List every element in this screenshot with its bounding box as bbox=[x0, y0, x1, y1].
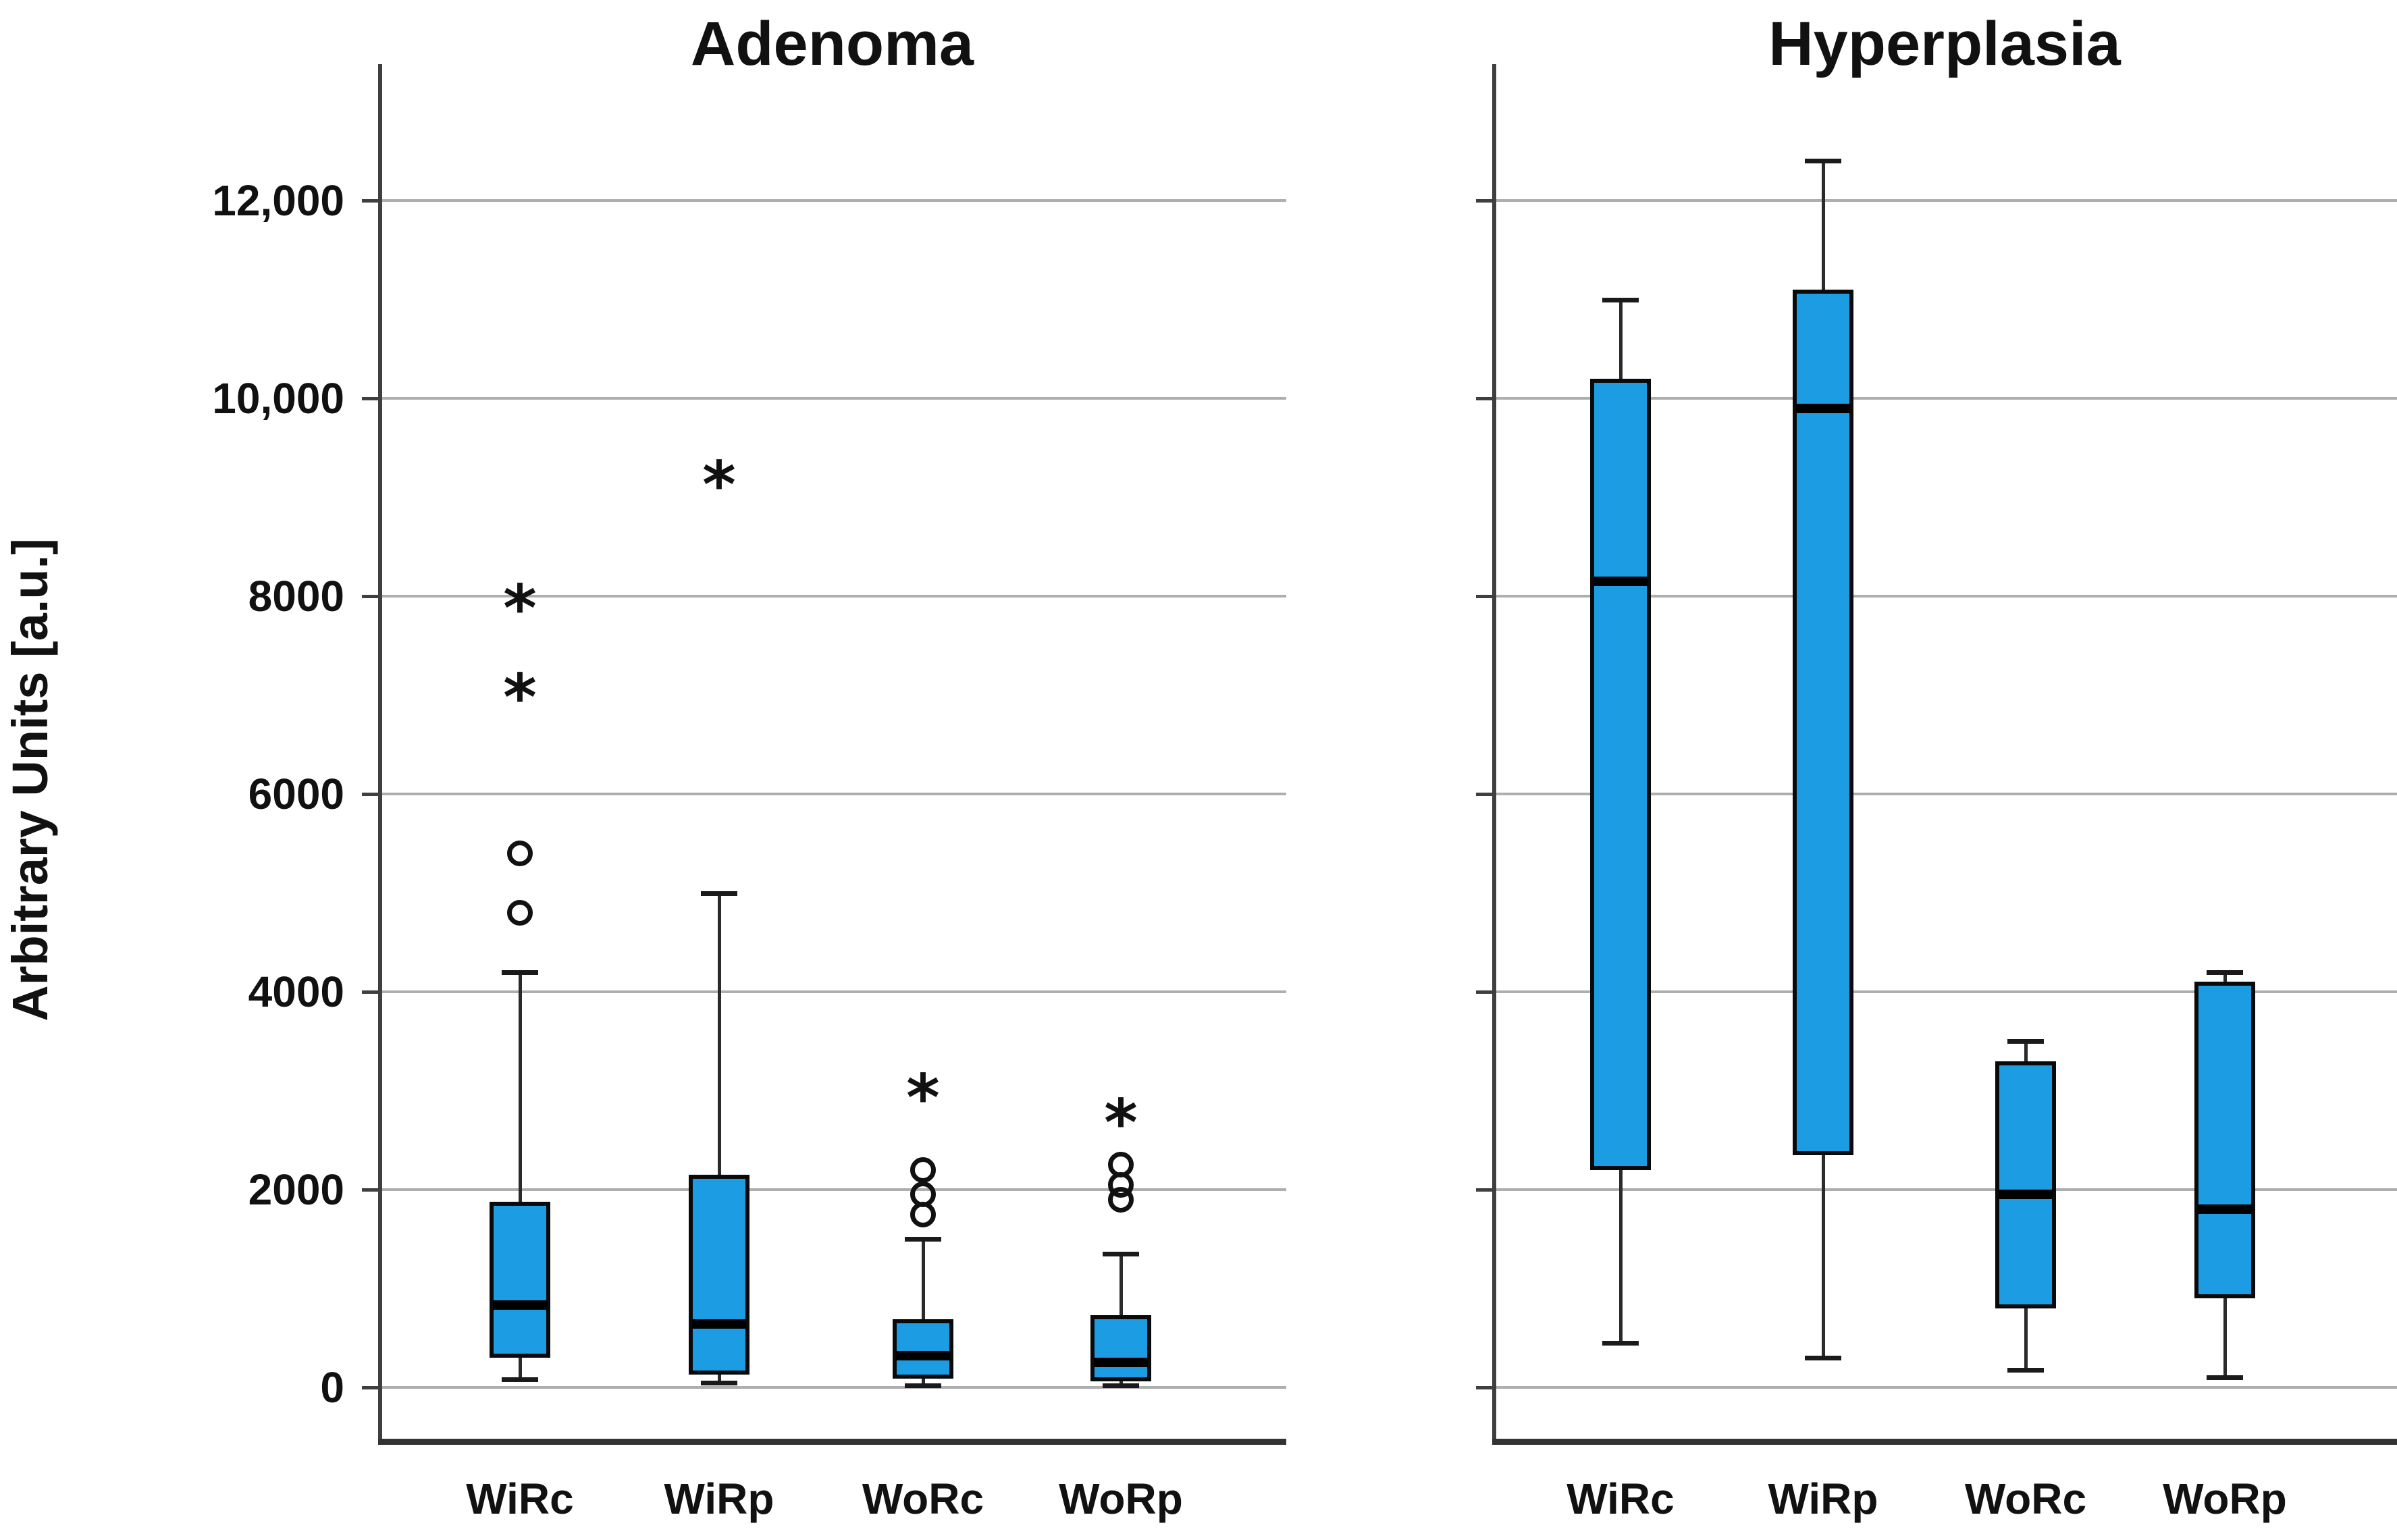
box-hyperplasia-wirc bbox=[1590, 379, 1651, 1170]
x-tick-label-hyperplasia-wirp: WiRp bbox=[1768, 1475, 1878, 1523]
y-axis-line-0 bbox=[378, 64, 382, 1441]
y-tick-mark-0-10000 bbox=[362, 397, 378, 400]
x-tick-label-adenoma-worc: WoRc bbox=[862, 1475, 984, 1523]
gridline-2000 bbox=[378, 1188, 1286, 1191]
x-axis-line-1 bbox=[1492, 1439, 2397, 1445]
gridline-4000 bbox=[1492, 990, 2397, 993]
gridline-2000 bbox=[1492, 1188, 2397, 1191]
gridline-0 bbox=[1492, 1386, 2397, 1389]
y-axis-line-1 bbox=[1492, 64, 1496, 1441]
whisker-cap-high-hyperplasia-wirp bbox=[1805, 159, 1841, 163]
whisker-cap-low-hyperplasia-worc bbox=[2007, 1368, 2044, 1373]
y-axis-label: Arbitrary Units [a.u.] bbox=[2, 538, 58, 1021]
panel-title-hyperplasia: Hyperplasia bbox=[1768, 9, 2121, 78]
y-tick-mark-0-2000 bbox=[362, 1188, 378, 1192]
y-tick-label-10000: 10,000 bbox=[212, 374, 344, 423]
y-tick-mark-1-4000 bbox=[1476, 990, 1492, 994]
panel-title-adenoma: Adenoma bbox=[690, 9, 974, 78]
whisker-cap-high-adenoma-wirc bbox=[502, 970, 538, 975]
y-tick-mark-0-4000 bbox=[362, 990, 378, 994]
median-line-adenoma-wirc bbox=[493, 1300, 547, 1310]
gridline-10000 bbox=[378, 397, 1286, 400]
median-line-adenoma-worc bbox=[896, 1351, 950, 1360]
box-adenoma-wirp bbox=[689, 1175, 749, 1375]
whisker-cap-low-adenoma-worc bbox=[905, 1383, 941, 1388]
gridline-8000 bbox=[1492, 595, 2397, 598]
median-line-hyperplasia-wirc bbox=[1593, 577, 1648, 586]
gridline-0 bbox=[378, 1386, 1286, 1389]
extreme-asterisk-icon-adenoma-wirc-1: * bbox=[503, 571, 537, 646]
x-tick-label-hyperplasia-wirc: WiRc bbox=[1566, 1475, 1675, 1523]
extreme-asterisk-icon-adenoma-worp-0: * bbox=[1104, 1086, 1138, 1161]
median-line-hyperplasia-worc bbox=[1999, 1190, 2053, 1199]
median-line-hyperplasia-wirp bbox=[1796, 404, 1850, 413]
whisker-cap-low-hyperplasia-wirc bbox=[1602, 1341, 1639, 1346]
x-tick-label-hyperplasia-worc: WoRc bbox=[1964, 1475, 2087, 1523]
whisker-cap-high-hyperplasia-worc bbox=[2007, 1039, 2044, 1044]
whisker-cap-high-hyperplasia-wirc bbox=[1602, 298, 1639, 302]
y-tick-mark-1-12000 bbox=[1476, 199, 1492, 203]
whisker-cap-high-hyperplasia-worp bbox=[2207, 970, 2243, 975]
box-hyperplasia-worc bbox=[1995, 1061, 2056, 1308]
extreme-asterisk-icon-adenoma-wirp-0: * bbox=[702, 448, 736, 523]
median-line-adenoma-worp bbox=[1094, 1358, 1148, 1367]
y-tick-mark-1-8000 bbox=[1476, 595, 1492, 598]
y-tick-label-0: 0 bbox=[320, 1363, 344, 1412]
box-adenoma-worc bbox=[893, 1319, 953, 1379]
gridline-10000 bbox=[1492, 397, 2397, 400]
y-tick-mark-0-6000 bbox=[362, 793, 378, 796]
y-tick-label-12000: 12,000 bbox=[212, 176, 344, 225]
box-hyperplasia-wirp bbox=[1793, 290, 1853, 1155]
gridline-4000 bbox=[378, 990, 1286, 993]
y-tick-label-8000: 8000 bbox=[248, 572, 344, 620]
whisker-cap-high-adenoma-worc bbox=[905, 1237, 941, 1242]
y-tick-label-6000: 6000 bbox=[248, 770, 344, 818]
extreme-asterisk-icon-adenoma-worc-0: * bbox=[906, 1061, 940, 1136]
whisker-cap-low-adenoma-wirc bbox=[502, 1377, 538, 1382]
whisker-line-adenoma-worc bbox=[922, 1239, 925, 1385]
whisker-cap-high-adenoma-wirp bbox=[701, 891, 737, 896]
y-tick-mark-0-0 bbox=[362, 1386, 378, 1389]
y-tick-label-4000: 4000 bbox=[248, 967, 344, 1016]
x-tick-label-adenoma-wirp: WiRp bbox=[664, 1475, 774, 1523]
gridline-12000 bbox=[1492, 199, 2397, 202]
gridline-8000 bbox=[378, 595, 1286, 598]
y-tick-mark-1-10000 bbox=[1476, 397, 1492, 400]
gridline-12000 bbox=[378, 199, 1286, 202]
y-tick-mark-1-6000 bbox=[1476, 793, 1492, 796]
x-axis-line-0 bbox=[378, 1439, 1286, 1445]
y-tick-mark-1-2000 bbox=[1476, 1188, 1492, 1192]
whisker-line-adenoma-wirc bbox=[519, 972, 522, 1379]
median-line-adenoma-wirp bbox=[692, 1319, 746, 1329]
outlier-circle-icon-adenoma-wirc-0 bbox=[507, 900, 533, 926]
y-tick-mark-0-12000 bbox=[362, 199, 378, 203]
whisker-cap-low-adenoma-worp bbox=[1103, 1383, 1139, 1388]
outlier-circle-icon-adenoma-wirc-1 bbox=[507, 841, 533, 866]
y-tick-mark-1-0 bbox=[1476, 1386, 1492, 1389]
whisker-cap-low-adenoma-wirp bbox=[701, 1381, 737, 1385]
box-adenoma-worp bbox=[1090, 1315, 1151, 1381]
x-tick-label-adenoma-worp: WoRp bbox=[1059, 1475, 1183, 1523]
whisker-cap-low-hyperplasia-worp bbox=[2207, 1375, 2243, 1380]
extreme-asterisk-icon-adenoma-wirc-0: * bbox=[503, 660, 537, 735]
y-tick-mark-0-8000 bbox=[362, 595, 378, 598]
whisker-cap-low-hyperplasia-wirp bbox=[1805, 1356, 1841, 1360]
gridline-6000 bbox=[378, 793, 1286, 795]
whisker-line-adenoma-wirp bbox=[718, 893, 721, 1383]
x-tick-label-hyperplasia-worp: WoRp bbox=[2163, 1475, 2287, 1523]
box-hyperplasia-worp bbox=[2194, 982, 2255, 1298]
outlier-circle-icon-adenoma-worc-1 bbox=[910, 1181, 936, 1207]
whisker-cap-high-adenoma-worp bbox=[1103, 1252, 1139, 1256]
outlier-circle-icon-adenoma-worp-2 bbox=[1108, 1152, 1134, 1177]
median-line-hyperplasia-worp bbox=[2198, 1204, 2252, 1214]
x-tick-label-adenoma-wirc: WiRc bbox=[466, 1475, 574, 1523]
outlier-circle-icon-adenoma-worc-2 bbox=[910, 1157, 936, 1183]
gridline-6000 bbox=[1492, 793, 2397, 795]
y-tick-label-2000: 2000 bbox=[248, 1165, 344, 1214]
box-adenoma-wirc bbox=[490, 1202, 550, 1358]
